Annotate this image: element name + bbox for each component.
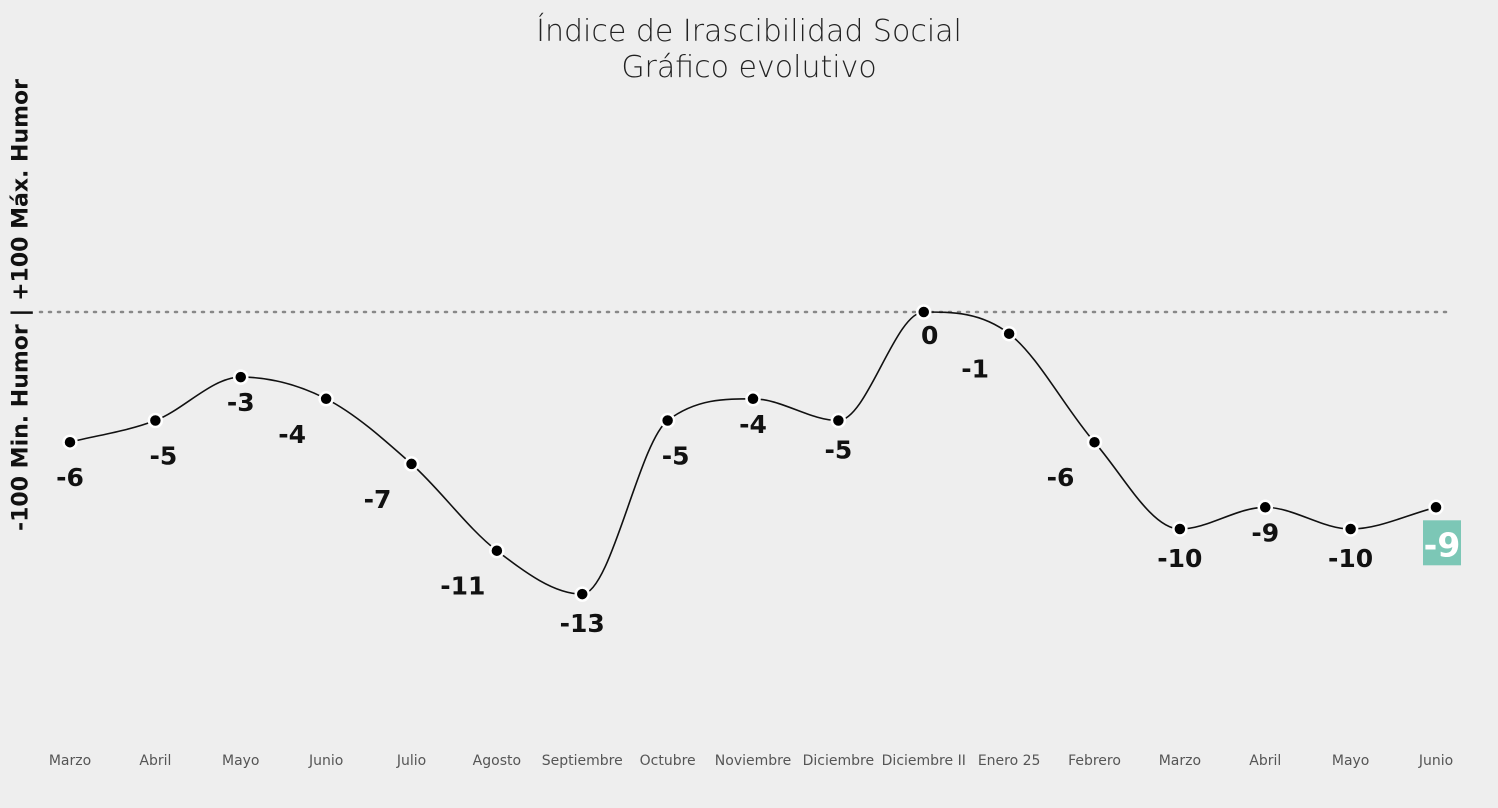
data-point (916, 304, 932, 320)
x-tick-label: Abril (1249, 753, 1281, 769)
x-tick-label: Junio (1418, 753, 1453, 769)
x-tick-label: Septiembre (542, 753, 623, 769)
data-label: -1 (961, 355, 989, 384)
data-label: -5 (149, 442, 177, 471)
chart-subtitle: Gráfico evolutivo (621, 50, 877, 85)
data-label: -10 (1328, 544, 1373, 573)
x-tick-label: Marzo (49, 753, 91, 769)
data-point (489, 542, 505, 559)
x-tick-label: Abril (139, 753, 171, 769)
x-tick-label: Noviembre (715, 753, 791, 769)
data-point (403, 456, 420, 472)
data-label: -7 (364, 485, 392, 514)
x-tick-label: Diciembre (803, 753, 874, 769)
x-tick-label: Diciembre II (882, 753, 966, 769)
data-point (574, 586, 590, 602)
data-label: -5 (824, 436, 852, 465)
x-tick-label: Agosto (473, 753, 521, 769)
data-point (1001, 325, 1017, 342)
data-label: -9 (1424, 525, 1461, 564)
x-tick-label: Octubre (640, 753, 696, 769)
x-tick-label: Marzo (1159, 753, 1201, 769)
data-label: -4 (739, 410, 767, 439)
x-tick-label: Junio (308, 753, 343, 769)
data-point (1428, 499, 1444, 516)
data-label: -4 (278, 420, 306, 449)
data-label: 0 (921, 321, 938, 350)
data-point (233, 369, 249, 385)
series-line (69, 311, 1437, 595)
data-point (745, 391, 761, 407)
highlight-badge (1423, 520, 1461, 566)
chart-title-block: Índice de Irascibilidad Social Gráfico e… (0, 14, 1498, 86)
data-point (1172, 521, 1188, 537)
x-tick-label: Mayo (222, 753, 260, 769)
x-tick-label: Mayo (1332, 753, 1370, 769)
data-label: -11 (440, 572, 485, 601)
chart-title: Índice de Irascibilidad Social (536, 14, 962, 49)
data-label: -6 (1047, 463, 1075, 492)
data-point (830, 412, 847, 429)
data-point (147, 412, 164, 429)
x-tick-label: Julio (396, 753, 426, 769)
x-tick-label: Enero 25 (978, 753, 1041, 769)
data-point (1342, 521, 1359, 537)
data-label: -9 (1251, 518, 1279, 547)
data-label: -5 (662, 442, 690, 471)
data-label: -10 (1157, 544, 1202, 573)
data-point (318, 391, 334, 407)
data-point (62, 434, 78, 450)
data-label: -6 (56, 463, 84, 492)
data-point (659, 412, 676, 429)
x-tick-label: Febrero (1068, 753, 1121, 769)
data-point (1086, 434, 1103, 450)
data-point (1257, 499, 1273, 516)
data-label: -13 (560, 609, 605, 638)
data-label: -3 (227, 388, 255, 417)
